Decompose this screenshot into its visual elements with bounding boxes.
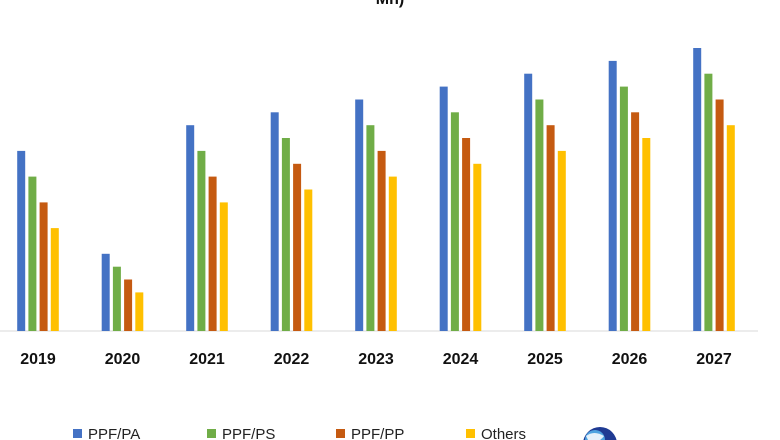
bar-others-2027: [726, 125, 735, 331]
bar-others-2025: [557, 150, 566, 331]
bar-others-2019: [50, 228, 59, 331]
bar-ppf-pa-2025: [524, 73, 533, 331]
bar-ppf-pa-2022: [270, 112, 279, 331]
legend-entry: PPF/PS: [207, 426, 275, 440]
legend-label: PPF/PS: [222, 426, 275, 440]
legend-swatch: [73, 429, 82, 438]
bar-others-2026: [642, 138, 651, 331]
bar-ppf-ps-2023: [366, 125, 375, 331]
x-tick-label: 2020: [105, 351, 141, 368]
legend-entry: PPF/PP: [336, 426, 404, 440]
x-tick-label: 2022: [274, 351, 310, 368]
bar-ppf-pp-2022: [293, 163, 302, 331]
legend-entry: PPF/PA: [73, 426, 140, 440]
x-tick-label: 2019: [20, 351, 56, 368]
bar-others-2020: [135, 292, 144, 331]
x-tick-label: 2025: [527, 351, 563, 368]
x-tick-label: 2024: [443, 351, 479, 368]
x-tick-label: 2023: [358, 351, 394, 368]
legend-label: PPF/PP: [351, 426, 404, 440]
bar-ppf-pa-2027: [693, 48, 702, 331]
legend-entry: Others: [466, 426, 526, 440]
bar-others-2024: [473, 163, 482, 331]
bar-ppf-ps-2025: [535, 99, 544, 331]
bar-ppf-ps-2021: [197, 150, 206, 331]
bar-ppf-pp-2019: [39, 202, 48, 331]
bar-others-2021: [219, 202, 228, 331]
legend-swatch: [207, 429, 216, 438]
bar-ppf-pa-2020: [101, 253, 110, 331]
bar-ppf-ps-2026: [619, 86, 628, 331]
chart-title: Mn): [0, 0, 780, 9]
bar-ppf-ps-2027: [704, 73, 713, 331]
bar-ppf-pp-2021: [208, 176, 217, 331]
legend-label: Others: [481, 426, 526, 440]
legend-swatch: [336, 429, 345, 438]
bar-ppf-pp-2023: [377, 150, 386, 331]
bar-ppf-pa-2021: [186, 125, 195, 331]
bar-ppf-ps-2024: [450, 112, 459, 331]
bar-ppf-ps-2019: [28, 176, 37, 331]
bar-ppf-pa-2023: [355, 99, 364, 331]
globe-logo-icon: [583, 427, 617, 440]
bar-ppf-pa-2024: [439, 86, 448, 331]
bar-others-2023: [388, 176, 397, 331]
bar-ppf-pp-2020: [124, 279, 133, 331]
bar-ppf-pp-2026: [631, 112, 640, 331]
bar-ppf-pa-2019: [17, 150, 26, 331]
bar-ppf-pp-2024: [462, 138, 471, 331]
bar-ppf-ps-2020: [112, 266, 121, 331]
bar-ppf-ps-2022: [281, 138, 290, 331]
bar-ppf-pa-2026: [608, 60, 617, 332]
x-tick-label: 2021: [189, 351, 225, 368]
bar-ppf-pp-2027: [715, 99, 724, 331]
legend-label: PPF/PA: [88, 426, 140, 440]
bar-ppf-pp-2025: [546, 125, 555, 331]
legend-swatch: [466, 429, 475, 438]
x-tick-label: 2027: [696, 351, 732, 368]
bar-others-2022: [304, 189, 313, 331]
x-tick-label: 2026: [612, 351, 648, 368]
